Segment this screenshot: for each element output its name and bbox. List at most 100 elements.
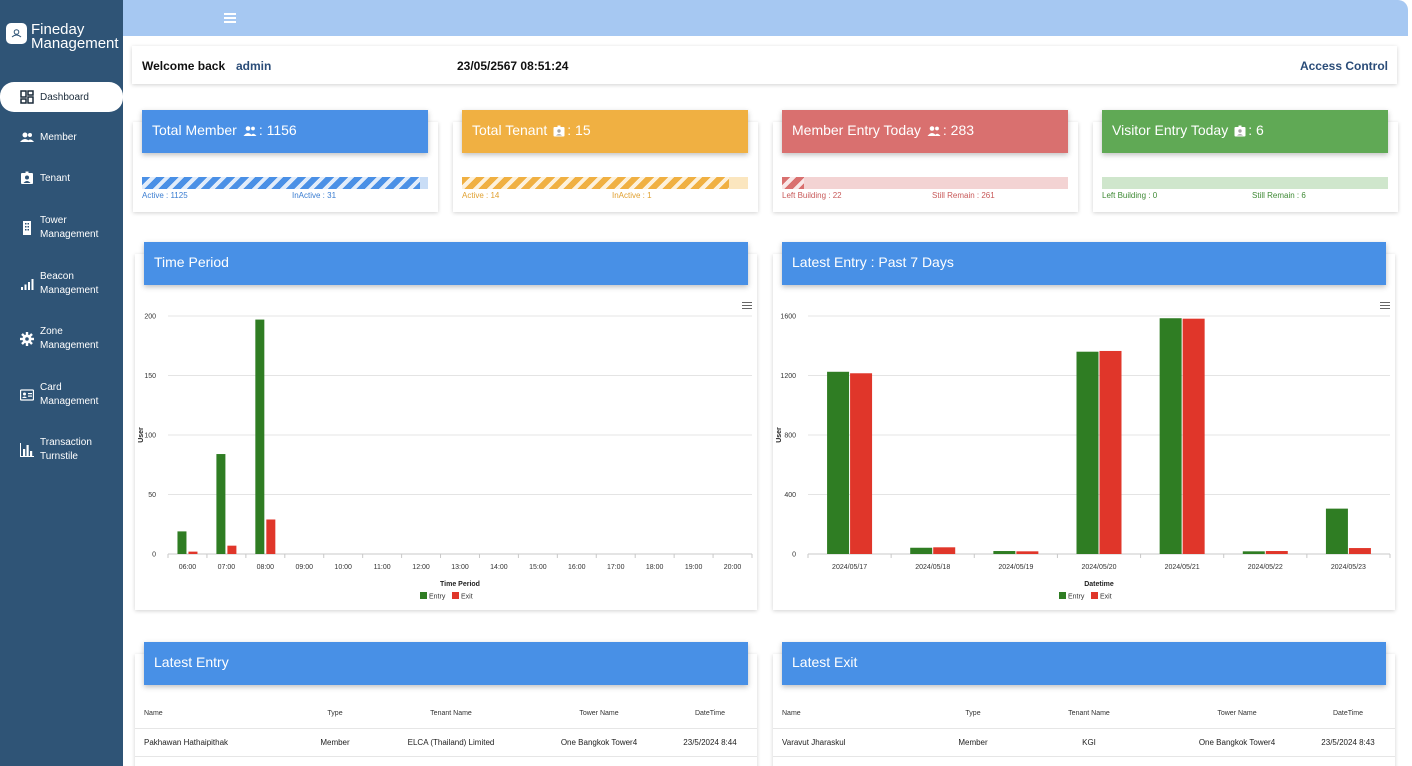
- chart-menu-icon[interactable]: [742, 302, 752, 310]
- sidebar-item-label: Member: [40, 132, 77, 143]
- welcome-text: Welcome back: [142, 59, 226, 73]
- legend-label-exit: Exit: [1100, 594, 1112, 601]
- latest-entry-7days-header: Latest Entry : Past 7 Days: [782, 242, 1386, 285]
- latest-exit-header: Latest Exit: [782, 642, 1386, 685]
- x-tick-label: 07:00: [218, 564, 236, 571]
- progress-right-label: InActive : 1: [612, 191, 652, 200]
- progress-bar: [462, 177, 748, 189]
- progress-left-label: Left Building : 0: [1102, 191, 1158, 200]
- bar-exit-2024/05/17: [850, 373, 873, 554]
- progress-bar-fill: [462, 177, 729, 189]
- dashboard-icon: [20, 90, 34, 104]
- x-tick-label: 2024/05/19: [998, 564, 1033, 571]
- chart-menu-icon[interactable]: [1380, 302, 1390, 310]
- sidebar-item-tenant[interactable]: Tenant: [0, 166, 123, 190]
- brand-logo-icon: [6, 23, 27, 44]
- sidebar-item-beacon-management[interactable]: Beacon Management: [0, 268, 123, 298]
- x-tick-label: 06:00: [179, 564, 197, 571]
- time-period-chart: 0 50 100 150 200 User 06:00 07:00 08:00 09:00 10:0…: [138, 314, 753, 601]
- table-cell: One Bangkok Tower4: [560, 738, 638, 747]
- x-tick-label: 15:00: [529, 564, 547, 571]
- time-period-panel: [135, 254, 757, 610]
- signal-icon: [21, 279, 34, 290]
- x-tick-label: 2024/05/21: [1165, 564, 1200, 571]
- y-tick-label: 0: [792, 552, 796, 559]
- sidebar-item-label: Management: [40, 396, 99, 407]
- member-entry-today-header[interactable]: Member Entry Today: 283: [782, 110, 1068, 153]
- bar-exit-2024/05/21: [1182, 318, 1205, 554]
- progress-left-label: Left Building : 22: [782, 191, 842, 200]
- total-member-header[interactable]: Total Member: 1156: [142, 110, 428, 153]
- tenant-badge-icon: [21, 171, 33, 184]
- y-tick-label: 1600: [780, 314, 796, 321]
- time-period-header: Time Period: [144, 242, 748, 285]
- table-cell: Member: [320, 738, 350, 747]
- x-tick-label: 17:00: [607, 564, 625, 571]
- sidebar-item-label: Management: [40, 285, 99, 296]
- stat-title: Total Tenant: [472, 122, 548, 138]
- sidebar: [0, 0, 123, 766]
- x-axis-title: Time Period: [440, 581, 480, 588]
- y-tick-label: 150: [144, 373, 156, 380]
- legend-swatch-exit: [452, 592, 459, 599]
- progress-left-label: Active : 1125: [142, 191, 188, 200]
- column-header: DateTime: [694, 710, 726, 717]
- column-header: Name: [782, 710, 801, 717]
- bar-exit-08:00: [266, 519, 276, 554]
- visitor-entry-today-header[interactable]: Visitor Entry Today : 6: [1102, 110, 1388, 153]
- bar-entry-07:00: [216, 454, 226, 554]
- table-cell: 23/5/2024 8:43: [1321, 738, 1375, 747]
- x-tick-label: 2024/05/23: [1331, 564, 1366, 571]
- brand-name-line2: Management: [31, 35, 119, 52]
- row-divider: [773, 756, 1395, 757]
- sidebar-item-transaction-turnstile[interactable]: Transaction Turnstile: [0, 434, 123, 464]
- sidebar-item-label: Card: [40, 382, 62, 393]
- x-tick-label: 2024/05/20: [1081, 564, 1116, 571]
- bar-exit-2024/05/20: [1099, 350, 1122, 554]
- row-divider: [135, 756, 757, 757]
- progress-bar-fill: [142, 177, 421, 189]
- sidebar-item-tower-management[interactable]: Tower Management: [0, 212, 123, 242]
- table-cell: Pakhawan Hathaipithak: [144, 738, 229, 747]
- bar-exit-06:00: [188, 551, 198, 554]
- y-tick-label: 100: [144, 433, 156, 440]
- stat-value: : 15: [567, 122, 591, 138]
- stat-title: Member Entry Today: [792, 122, 921, 138]
- progress-bar: [782, 177, 1068, 189]
- panel-title: Time Period: [154, 254, 229, 270]
- sidebar-item-label: Transaction: [40, 437, 92, 448]
- sidebar-item-card-management[interactable]: Card Management: [0, 379, 123, 409]
- stat-title: Visitor Entry Today: [1112, 122, 1229, 138]
- bar-entry-2024/05/20: [1076, 351, 1099, 554]
- stat-value: : 6: [1248, 122, 1264, 138]
- panel-title: Latest Entry: [154, 654, 229, 670]
- x-axis-title: Datetime: [1084, 581, 1114, 588]
- progress-right-label: Still Remain : 261: [932, 191, 995, 200]
- x-tick-label: 08:00: [257, 564, 275, 571]
- sidebar-item-zone-management[interactable]: Zone Management: [0, 323, 123, 353]
- access-control-link[interactable]: Access Control: [1299, 59, 1388, 73]
- total-tenant-header[interactable]: Total Tenant : 15: [462, 110, 748, 153]
- sidebar-item-member[interactable]: Member: [0, 125, 123, 149]
- progress-bar: [142, 177, 428, 189]
- current-datetime: 23/05/2567 08:51:24: [457, 59, 569, 73]
- bar-entry-2024/05/21: [1159, 318, 1182, 554]
- brand[interactable]: Fineday Management: [0, 0, 123, 78]
- sidebar-item-label: Dashboard: [40, 92, 89, 103]
- sidebar-item-dashboard[interactable]: Dashboard: [0, 82, 123, 112]
- y-tick-label: 400: [784, 492, 796, 499]
- hamburger-menu-icon[interactable]: [224, 13, 236, 23]
- welcome-bar: Welcome back admin 23/05/2567 08:51:24 A…: [132, 46, 1397, 84]
- bar-entry-2024/05/18: [910, 547, 933, 554]
- table-cell: KGI: [1082, 738, 1096, 747]
- progress-right-label: Still Remain : 6: [1252, 191, 1306, 200]
- latest-entry-header: Latest Entry: [144, 642, 748, 685]
- y-tick-label: 1200: [780, 373, 796, 380]
- stat-value: : 1156: [258, 122, 297, 138]
- x-tick-label: 12:00: [412, 564, 430, 571]
- y-tick-label: 800: [784, 433, 796, 440]
- x-tick-label: 14:00: [490, 564, 508, 571]
- table-cell: Member: [958, 738, 988, 747]
- username: admin: [236, 59, 272, 73]
- bar-exit-2024/05/19: [1016, 551, 1039, 554]
